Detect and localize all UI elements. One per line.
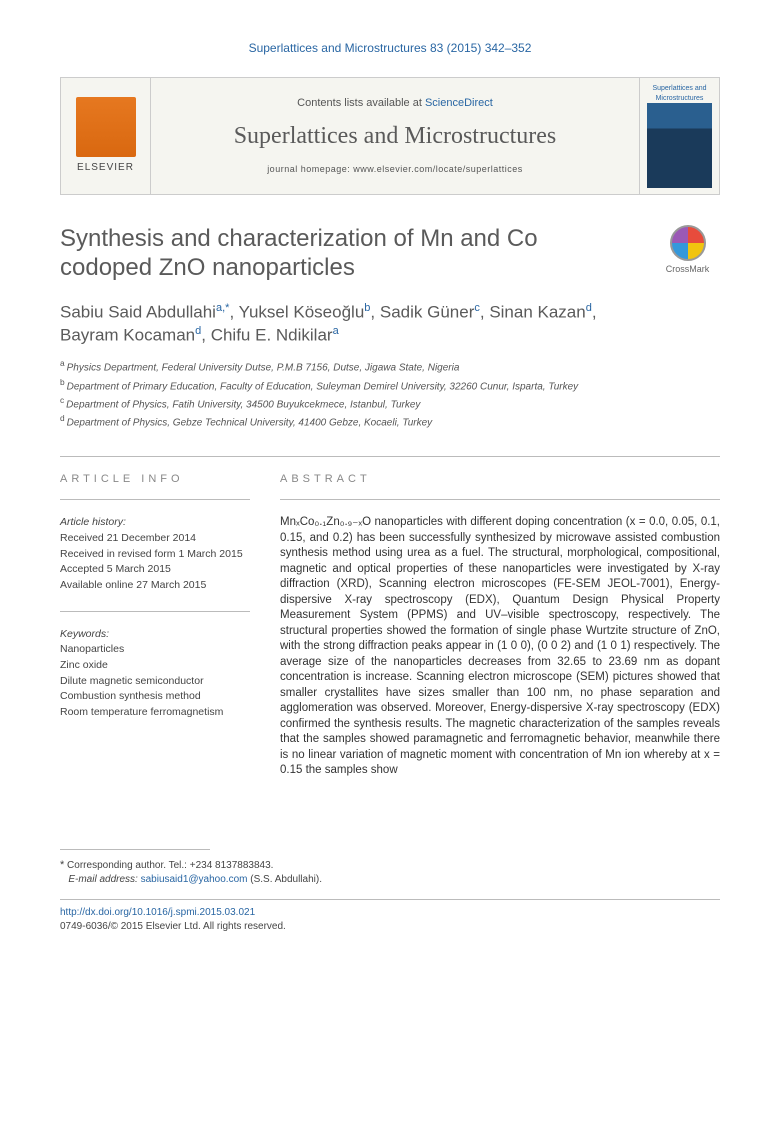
article-title: Synthesis and characterization of Mn and… xyxy=(60,225,635,283)
keyword-item: Nanoparticles xyxy=(60,642,250,657)
section-divider xyxy=(60,611,250,612)
contents-prefix: Contents lists available at xyxy=(297,97,425,109)
author-sep: , xyxy=(370,303,379,322)
journal-header-center: Contents lists available at ScienceDirec… xyxy=(151,78,639,195)
copyright-text: 0749-6036/© 2015 Elsevier Ltd. All right… xyxy=(60,921,286,932)
corresponding-text: Corresponding author. Tel.: +234 8137883… xyxy=(64,860,273,871)
affiliation-item: cDepartment of Physics, Fatih University… xyxy=(60,395,720,412)
info-abstract-row: ARTICLE INFO Article history: Received 2… xyxy=(60,472,720,779)
history-label: Article history: xyxy=(60,515,250,530)
abstract-column: ABSTRACT MnₓCo₀.₁Zn₀.₉₋ₓO nanoparticles … xyxy=(280,472,720,779)
keyword-item: Room temperature ferromagnetism xyxy=(60,705,250,720)
affil-text: Department of Physics, Fatih University,… xyxy=(66,399,420,410)
author-sep: , xyxy=(229,303,238,322)
email-label: E-mail address: xyxy=(68,874,140,885)
affil-text: Physics Department, Federal University D… xyxy=(67,363,460,374)
journal-cover[interactable]: Superlattices and Microstructures xyxy=(639,78,719,195)
affiliations-list: aPhysics Department, Federal University … xyxy=(60,358,720,430)
keywords-label: Keywords: xyxy=(60,627,250,642)
affil-sup: b xyxy=(60,377,65,387)
elsevier-tree-icon xyxy=(76,97,136,157)
author-name: Yuksel Köseoğlu xyxy=(239,303,365,322)
affiliation-item: bDepartment of Primary Education, Facult… xyxy=(60,377,720,394)
affil-sup: d xyxy=(60,413,65,423)
article-info-heading: ARTICLE INFO xyxy=(60,472,250,487)
elsevier-logo[interactable]: ELSEVIER xyxy=(61,78,151,195)
sciencedirect-link[interactable]: ScienceDirect xyxy=(425,97,493,109)
author-affil-sup: a, xyxy=(216,302,225,314)
corresponding-author-note: * Corresponding author. Tel.: +234 81378… xyxy=(60,858,720,887)
cover-image-icon xyxy=(647,103,712,188)
author-sep: , xyxy=(592,303,597,322)
crossmark-label: CrossMark xyxy=(666,264,710,274)
authors-list: Sabiu Said Abdullahia,*, Yuksel Köseoğlu… xyxy=(60,301,720,347)
affiliation-item: dDepartment of Physics, Gebze Technical … xyxy=(60,413,720,430)
received-date: Received 21 December 2014 xyxy=(60,531,250,546)
keyword-item: Combustion synthesis method xyxy=(60,689,250,704)
title-row: Synthesis and characterization of Mn and… xyxy=(60,225,720,283)
email-suffix: (S.S. Abdullahi). xyxy=(247,874,321,885)
article-history-block: Article history: Received 21 December 20… xyxy=(60,515,250,592)
affil-text: Department of Primary Education, Faculty… xyxy=(67,381,579,392)
accepted-date: Accepted 5 March 2015 xyxy=(60,562,250,577)
affil-text: Department of Physics, Gebze Technical U… xyxy=(67,418,433,429)
crossmark-icon xyxy=(670,225,706,261)
author-affil-sup: a xyxy=(333,325,339,337)
abstract-heading: ABSTRACT xyxy=(280,472,720,487)
doi-link[interactable]: http://dx.doi.org/10.1016/j.spmi.2015.03… xyxy=(60,907,255,918)
section-divider xyxy=(60,499,250,500)
author-name: Chifu E. Ndikilar xyxy=(211,325,333,344)
citation-header: Superlattices and Microstructures 83 (20… xyxy=(60,40,720,57)
section-divider xyxy=(280,499,720,500)
footnote-divider xyxy=(60,849,210,850)
author-name: Bayram Kocaman xyxy=(60,325,195,344)
elsevier-label: ELSEVIER xyxy=(77,161,134,175)
keyword-item: Dilute magnetic semiconductor xyxy=(60,674,250,689)
keyword-item: Zinc oxide xyxy=(60,658,250,673)
journal-homepage: journal homepage: www.elsevier.com/locat… xyxy=(161,163,629,176)
author-name: Sinan Kazan xyxy=(489,303,585,322)
affil-sup: c xyxy=(60,395,64,405)
email-link[interactable]: sabiusaid1@yahoo.com xyxy=(141,874,248,885)
journal-header-box: ELSEVIER Contents lists available at Sci… xyxy=(60,77,720,196)
revised-date: Received in revised form 1 March 2015 xyxy=(60,547,250,562)
author-name: Sadik Güner xyxy=(380,303,475,322)
article-info-column: ARTICLE INFO Article history: Received 2… xyxy=(60,472,250,779)
doi-footer: http://dx.doi.org/10.1016/j.spmi.2015.03… xyxy=(60,899,720,934)
section-divider xyxy=(60,456,720,457)
article-page: Superlattices and Microstructures 83 (20… xyxy=(0,0,780,974)
keywords-block: Keywords: Nanoparticles Zinc oxide Dilut… xyxy=(60,627,250,720)
online-date: Available online 27 March 2015 xyxy=(60,578,250,593)
abstract-text: MnₓCo₀.₁Zn₀.₉₋ₓO nanoparticles with diff… xyxy=(280,515,720,779)
affil-sup: a xyxy=(60,358,65,368)
author-name: Sabiu Said Abdullahi xyxy=(60,303,216,322)
author-sep: , xyxy=(201,325,210,344)
author-sep: , xyxy=(480,303,489,322)
crossmark-badge[interactable]: CrossMark xyxy=(655,225,720,276)
journal-name: Superlattices and Microstructures xyxy=(161,120,629,154)
affiliation-item: aPhysics Department, Federal University … xyxy=(60,358,720,375)
contents-available-line: Contents lists available at ScienceDirec… xyxy=(161,96,629,111)
cover-label: Superlattices and Microstructures xyxy=(646,84,713,104)
